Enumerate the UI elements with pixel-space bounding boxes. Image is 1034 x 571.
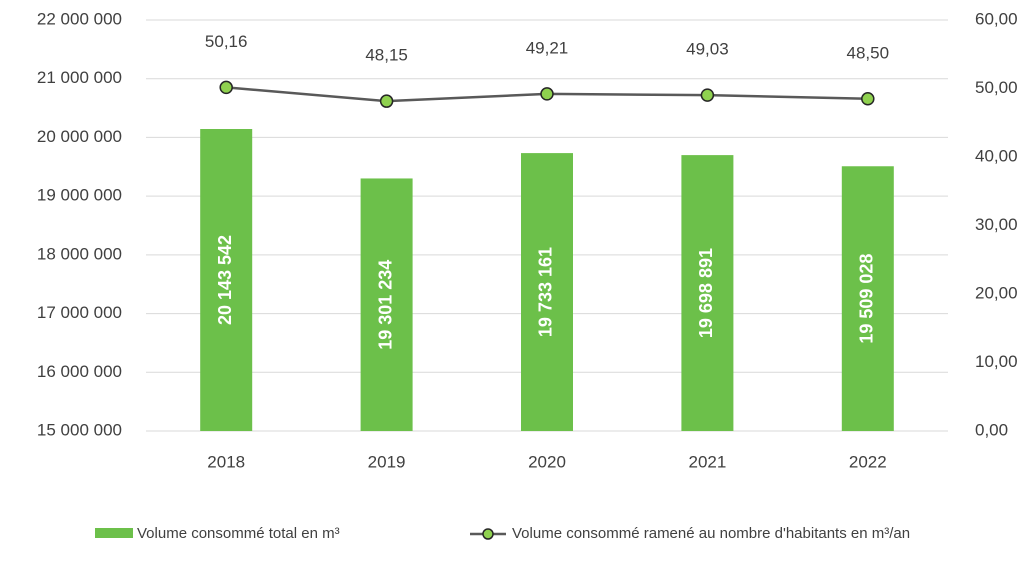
y2-tick-label: 20,00 bbox=[975, 283, 1018, 302]
y-tick-label: 20 000 000 bbox=[37, 127, 122, 146]
bar bbox=[200, 129, 253, 431]
bar-value-label: 19 301 234 bbox=[375, 260, 395, 350]
bar bbox=[360, 178, 413, 431]
y-tick-label: 19 000 000 bbox=[37, 186, 122, 205]
line-marker bbox=[540, 87, 554, 101]
x-tick-label: 2021 bbox=[688, 452, 726, 471]
line-value-label: 49,21 bbox=[526, 38, 569, 57]
line-value-label: 48,50 bbox=[847, 43, 890, 62]
y-tick-label: 15 000 000 bbox=[37, 420, 122, 439]
bar bbox=[681, 155, 734, 431]
line-marker bbox=[700, 88, 715, 102]
legend-label: Volume consommé total en m³ bbox=[137, 525, 340, 542]
line-marker bbox=[379, 94, 394, 108]
value-label-bg bbox=[827, 38, 908, 69]
line-marker bbox=[861, 92, 875, 106]
x-tick-label: 2020 bbox=[528, 452, 566, 471]
legend-swatch bbox=[95, 528, 133, 538]
x-tick-label: 2018 bbox=[207, 452, 245, 471]
y2-tick-label: 10,00 bbox=[975, 352, 1018, 371]
legend-marker bbox=[482, 528, 494, 540]
value-label-bg bbox=[667, 35, 748, 66]
value-label-bg bbox=[507, 33, 587, 64]
x-tick-label: 2019 bbox=[368, 452, 406, 471]
y2-tick-label: 30,00 bbox=[975, 215, 1018, 234]
y2-tick-label: 0,00 bbox=[975, 420, 1008, 439]
bar bbox=[521, 153, 573, 431]
bar-value-label: 19 698 891 bbox=[696, 248, 716, 338]
y2-tick-label: 60,00 bbox=[975, 9, 1018, 28]
legend-label: Volume consommé ramené au nombre d'habit… bbox=[512, 525, 910, 542]
y2-tick-label: 50,00 bbox=[975, 78, 1018, 97]
bar-value-label: 19 733 161 bbox=[536, 247, 556, 337]
bar bbox=[841, 166, 894, 431]
y-tick-label: 16 000 000 bbox=[37, 362, 122, 381]
line-value-label: 48,15 bbox=[365, 46, 408, 65]
y-tick-label: 21 000 000 bbox=[37, 68, 122, 87]
bar-value-label: 20 143 542 bbox=[215, 235, 235, 325]
y-tick-label: 17 000 000 bbox=[37, 303, 122, 322]
y2-tick-label: 40,00 bbox=[975, 146, 1018, 165]
y-tick-label: 22 000 000 bbox=[37, 9, 122, 28]
line-value-label: 49,03 bbox=[686, 40, 729, 59]
bar-value-label: 19 509 028 bbox=[857, 254, 877, 344]
line-value-label: 50,16 bbox=[205, 32, 248, 51]
value-label-bg bbox=[346, 41, 427, 72]
y-tick-label: 18 000 000 bbox=[37, 244, 122, 263]
x-tick-label: 2022 bbox=[849, 452, 887, 471]
line-marker bbox=[219, 80, 233, 95]
value-label-bg bbox=[186, 27, 267, 58]
